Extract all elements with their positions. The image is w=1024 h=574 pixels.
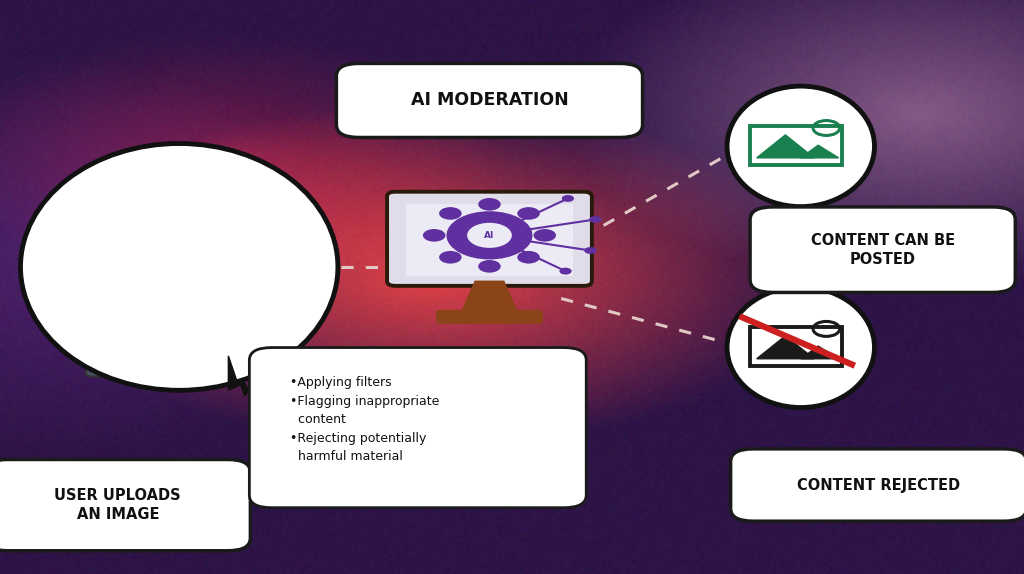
FancyBboxPatch shape: [77, 172, 200, 273]
Circle shape: [439, 251, 462, 263]
FancyBboxPatch shape: [133, 201, 256, 301]
Circle shape: [123, 294, 164, 317]
Ellipse shape: [20, 144, 338, 390]
FancyBboxPatch shape: [731, 449, 1024, 521]
Ellipse shape: [727, 287, 874, 408]
FancyBboxPatch shape: [183, 167, 257, 184]
FancyBboxPatch shape: [436, 310, 543, 324]
Circle shape: [446, 211, 532, 259]
FancyBboxPatch shape: [98, 294, 204, 369]
Text: CONTENT CAN BE
POSTED: CONTENT CAN BE POSTED: [811, 232, 954, 267]
FancyBboxPatch shape: [387, 192, 592, 286]
Text: •Applying filters
•Flagging inappropriate
  content
•Rejecting potentially
  har: •Applying filters •Flagging inappropriat…: [291, 377, 439, 463]
Polygon shape: [98, 319, 204, 369]
FancyBboxPatch shape: [249, 348, 586, 507]
Circle shape: [58, 189, 130, 230]
FancyBboxPatch shape: [336, 64, 643, 138]
FancyBboxPatch shape: [86, 286, 216, 377]
Text: USER UPLOADS
AN IMAGE: USER UPLOADS AN IMAGE: [54, 488, 181, 522]
Text: AI MODERATION: AI MODERATION: [411, 91, 568, 110]
Circle shape: [478, 198, 501, 211]
FancyBboxPatch shape: [750, 207, 1015, 293]
Circle shape: [585, 247, 597, 254]
Polygon shape: [228, 356, 249, 396]
Circle shape: [478, 260, 501, 273]
Circle shape: [559, 267, 571, 274]
FancyBboxPatch shape: [406, 204, 573, 276]
Circle shape: [534, 229, 556, 242]
Circle shape: [67, 165, 173, 225]
Circle shape: [89, 161, 151, 195]
Polygon shape: [757, 135, 814, 158]
Ellipse shape: [20, 144, 338, 390]
Polygon shape: [801, 346, 839, 359]
FancyBboxPatch shape: [0, 459, 251, 551]
FancyBboxPatch shape: [199, 195, 242, 213]
Circle shape: [589, 216, 601, 223]
Ellipse shape: [727, 86, 874, 207]
Circle shape: [187, 171, 253, 208]
Polygon shape: [118, 321, 189, 342]
Polygon shape: [116, 218, 123, 253]
Polygon shape: [461, 281, 518, 314]
Circle shape: [439, 207, 462, 220]
Circle shape: [423, 229, 445, 242]
Polygon shape: [801, 145, 839, 158]
Circle shape: [517, 251, 540, 263]
Circle shape: [562, 195, 574, 202]
Circle shape: [517, 207, 540, 220]
FancyBboxPatch shape: [98, 294, 204, 319]
Circle shape: [467, 223, 512, 248]
FancyBboxPatch shape: [171, 212, 269, 256]
Polygon shape: [757, 336, 814, 359]
Text: AI: AI: [484, 231, 495, 240]
Circle shape: [106, 188, 184, 231]
Text: CONTENT REJECTED: CONTENT REJECTED: [797, 478, 961, 492]
